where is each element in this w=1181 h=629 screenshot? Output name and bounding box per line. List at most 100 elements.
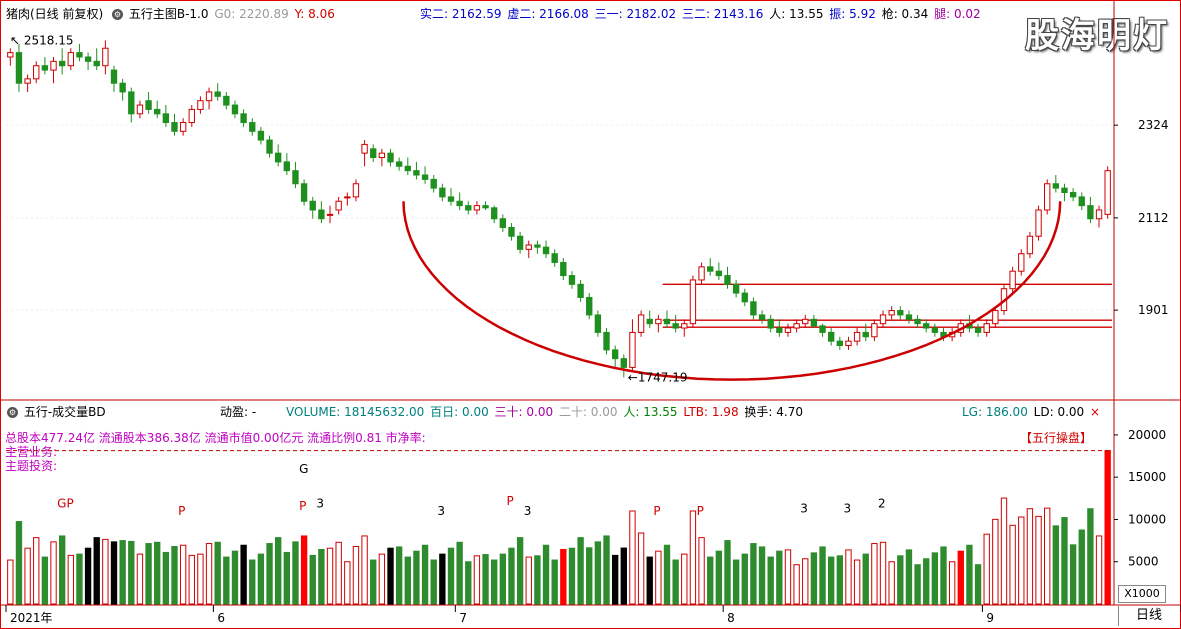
candle-body (447, 196, 455, 202)
gear-icon[interactable]: ⚙ (7, 407, 18, 418)
month-label: 7 (459, 611, 467, 625)
volume-bar (776, 550, 783, 605)
volume-bar (395, 546, 403, 605)
candle-body (395, 161, 403, 167)
volume-bar (128, 540, 135, 605)
volume-marker: P (178, 504, 185, 518)
volume-bar (387, 547, 394, 605)
volume-bar (205, 543, 213, 605)
volume-bar (439, 553, 446, 605)
volume-bar (724, 540, 731, 605)
volume-bar (491, 559, 498, 605)
volume-bar (1087, 508, 1094, 605)
info-line-2: 主营业务: (5, 445, 58, 459)
candle-body (577, 283, 584, 298)
low-label: ←1747.19 (628, 370, 688, 384)
volume-bar (266, 543, 273, 605)
price-tick-label: 2112 (1138, 211, 1169, 225)
volume-bar (577, 537, 584, 605)
volume-bar (603, 535, 610, 605)
volume-bar (966, 544, 973, 605)
volume-bar (188, 554, 195, 605)
ren-vol-value: 人: 13.55 (623, 405, 678, 419)
volume-bar (931, 552, 939, 605)
candle-body (974, 327, 982, 333)
candle-body (309, 200, 316, 211)
candle-body (50, 60, 57, 71)
candle-body (275, 152, 282, 163)
candle-body (637, 314, 645, 333)
qiang-value: 枪: 0.34 (881, 7, 929, 21)
volume-bar (421, 544, 429, 605)
volume-bar (594, 541, 602, 605)
volume-bar (681, 553, 688, 605)
candle-body (76, 52, 83, 58)
volume-bar (7, 559, 14, 605)
candle-body (179, 122, 187, 132)
volume-bar (24, 547, 31, 605)
volume-tick-label: 15000 (1128, 470, 1166, 484)
candle-body (300, 183, 308, 202)
candle-body (128, 91, 135, 115)
period-tab[interactable]: 日线 (1118, 606, 1179, 626)
volume-indicator-name[interactable]: 五行-成交量BD (23, 405, 106, 419)
candle-body (344, 196, 351, 199)
candle-body (387, 152, 394, 163)
volume-bar (145, 543, 152, 605)
volume-bar (1061, 517, 1068, 605)
volume-bar (283, 551, 290, 605)
volume-bar (525, 556, 532, 605)
volume-bar (249, 559, 256, 605)
candle-body (629, 331, 636, 368)
candle-body (119, 82, 126, 93)
candle-body (689, 279, 697, 325)
candle-body (1069, 192, 1077, 198)
volume-bar (1035, 515, 1042, 605)
candle-body (897, 310, 904, 316)
cup-curve (402, 201, 1062, 381)
candle-body (810, 318, 818, 327)
volume-bar (292, 541, 299, 605)
gear-icon[interactable]: ⚙ (112, 9, 124, 20)
candle-body (828, 331, 835, 342)
candle-body (197, 100, 204, 110)
close-icon[interactable]: × (1090, 405, 1101, 419)
candle-body (1009, 270, 1016, 290)
candle-body (188, 108, 195, 124)
candle-body (568, 275, 576, 285)
volume-bar (231, 550, 239, 605)
volume-bar (542, 544, 550, 605)
wuxing-badge[interactable]: 【五行操盘】 (1020, 431, 1093, 445)
candle-body (352, 183, 360, 198)
candle-body (707, 266, 714, 272)
dongying-value: 动盈: - (220, 405, 257, 419)
volume-bar (15, 521, 23, 605)
candle-body (534, 244, 541, 248)
volume-bar (413, 550, 420, 605)
volume-bar (516, 537, 524, 605)
indicator-name[interactable]: 五行主图B-1.0 (128, 7, 209, 21)
candle-body (1044, 183, 1051, 211)
volume-bar (586, 547, 593, 605)
candle-body (413, 170, 420, 176)
month-label: 6 (217, 611, 225, 625)
volume-bar (707, 556, 714, 605)
candle-body (542, 246, 550, 255)
volume-bar (179, 544, 187, 605)
volume-bar (404, 556, 411, 605)
volume-bar (119, 540, 126, 605)
candle-body (205, 91, 213, 102)
month-label: 8 (727, 611, 735, 625)
candle-body (404, 165, 411, 172)
candle-body (845, 340, 852, 347)
zhen-value: 振: 5.92 (829, 7, 876, 21)
stock-title[interactable]: 猪肉(日线 前复权) (6, 7, 104, 21)
candle-body (905, 314, 913, 320)
volume-bar (197, 553, 204, 605)
candle-body (491, 207, 498, 220)
volume-bar (136, 553, 144, 605)
volume-bar (974, 564, 982, 605)
volume-bar (672, 559, 679, 605)
volume-bar (732, 559, 740, 605)
candle-body (871, 323, 878, 338)
